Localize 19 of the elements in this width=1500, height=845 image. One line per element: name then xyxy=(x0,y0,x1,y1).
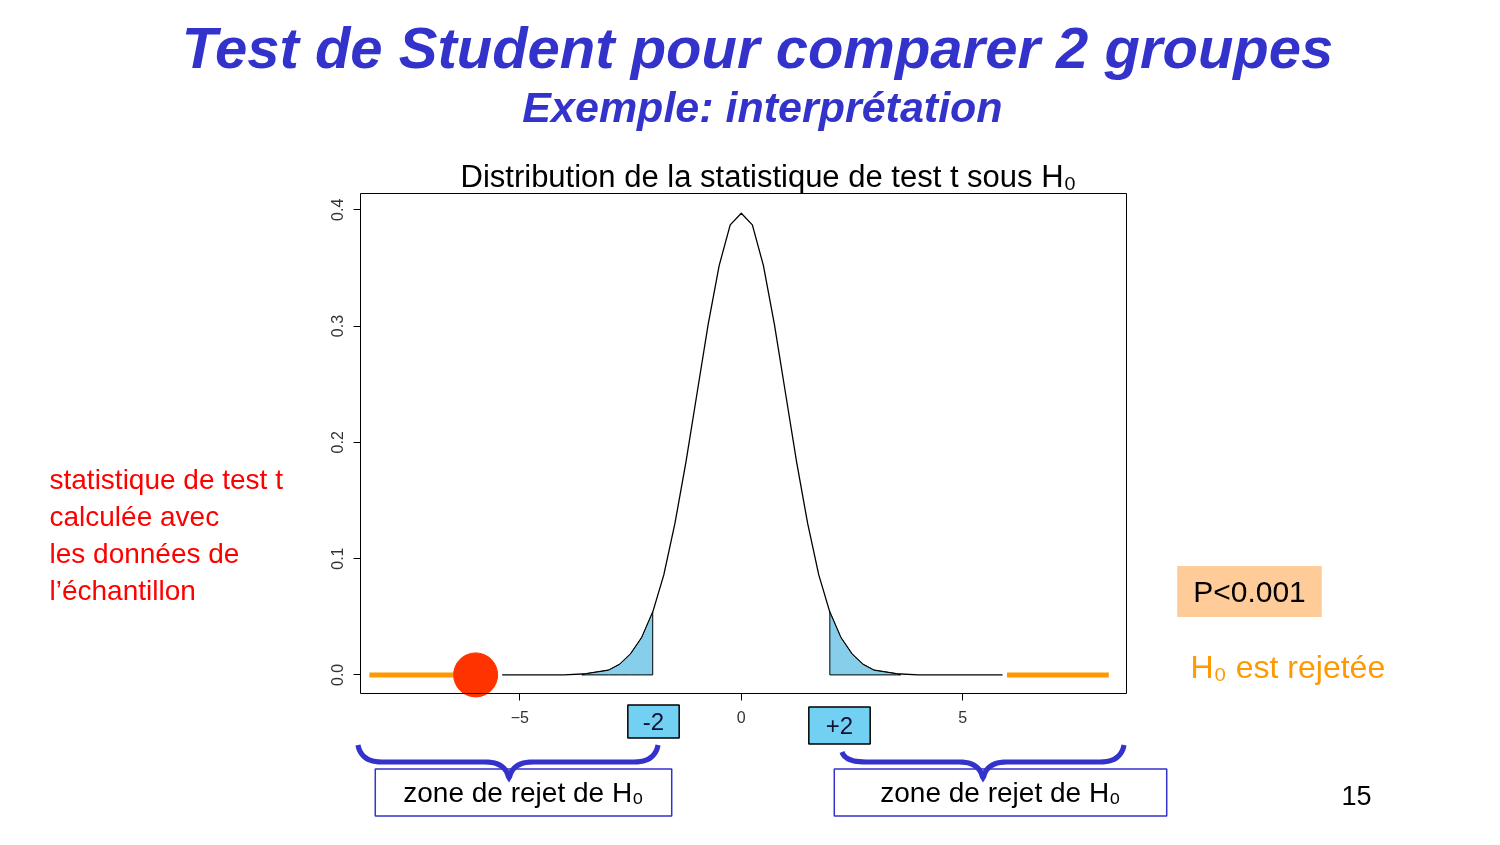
y-tick-label: 0.4 xyxy=(329,198,347,221)
x-tick-label: −5 xyxy=(510,708,530,726)
y-tick-label: 0.0 xyxy=(329,663,347,687)
y-tick-label: 0.1 xyxy=(329,547,347,570)
chart-subtitle: Exemple: interprétation xyxy=(522,82,1003,131)
text: zone de rejet de H₀ xyxy=(880,777,1121,808)
text: zone de rejet de H₀ xyxy=(403,777,644,808)
text: +2 xyxy=(825,712,854,739)
chart-title: Test de Student pour comparer 2 groupes xyxy=(181,15,1334,80)
text: -2 xyxy=(642,708,665,735)
y-tick-label: 0.2 xyxy=(329,431,347,454)
x-tick-label: 5 xyxy=(958,708,968,726)
text: H₀ est rejetée xyxy=(1190,648,1386,685)
annotation: Distribution de la statistique de test t sous H₀ xyxy=(460,159,1077,194)
text: P<0.001 xyxy=(1193,575,1306,608)
x-tick-label: 0 xyxy=(736,708,746,726)
y-tick-label: 0.3 xyxy=(329,314,347,338)
text: 15 xyxy=(1341,781,1372,811)
text: statistique de test t calculée avec les données de l’échantillon xyxy=(49,463,284,607)
